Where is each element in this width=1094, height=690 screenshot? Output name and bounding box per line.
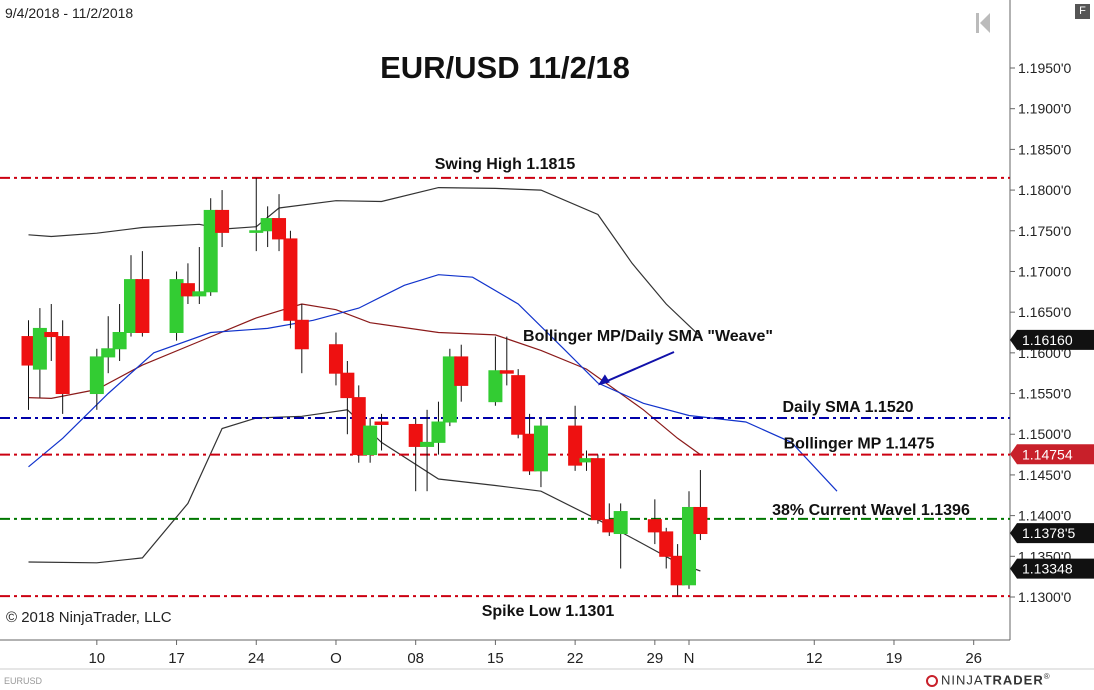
price-markers: 1.16160 1.14754 1.1378'5 1.13348	[1010, 329, 1094, 579]
candle-body	[374, 421, 389, 425]
candle-body	[647, 519, 662, 533]
candle-body	[682, 506, 696, 586]
candle-body	[328, 344, 343, 374]
x-tick-label: 24	[248, 650, 265, 667]
f-button[interactable]: F	[1075, 4, 1090, 19]
level-lines: Swing High 1.1815 Daily SMA 1.1520 Bolling…	[0, 156, 1010, 620]
level-label: Spike Low 1.1301	[482, 603, 615, 620]
candle-body	[283, 238, 298, 321]
x-tick-label: 26	[965, 650, 982, 667]
annotation-label: Bollinger MP/Daily SMA "Weave"	[523, 328, 773, 345]
candle-body	[511, 375, 526, 435]
price-marker-label: 1.16160	[1022, 332, 1073, 348]
level-label: Swing High 1.1815	[435, 156, 576, 173]
axes: 1.1300'01.1350'01.1400'01.1450'01.1500'0…	[0, 0, 1094, 670]
indicator-lines	[28, 186, 838, 572]
x-tick-label: 12	[806, 650, 823, 667]
annotations: Bollinger MP/Daily SMA "Weave"	[523, 328, 773, 386]
candle-body	[659, 531, 674, 557]
y-tick-label: 1.1750'0	[1018, 223, 1071, 239]
annotation-arrowhead	[597, 374, 610, 386]
price-marker	[1010, 444, 1094, 465]
candle-body	[112, 332, 127, 350]
candle-body	[294, 319, 309, 350]
level-label: Bollinger MP 1.1475	[784, 436, 935, 453]
candle-body	[180, 283, 195, 297]
candle-body	[272, 218, 287, 240]
brand-logo: NINJATRADER®	[926, 672, 1051, 688]
candle-body	[89, 356, 104, 395]
symbol-label: EURUSD	[4, 676, 43, 686]
candle-body	[442, 356, 457, 423]
candle-body	[568, 425, 583, 466]
candle-body	[420, 441, 435, 447]
candle-body	[192, 291, 207, 297]
candle-body	[454, 356, 469, 386]
y-tick-label: 1.1300'0	[1018, 589, 1071, 605]
candle-body	[590, 458, 605, 521]
y-tick-label: 1.1700'0	[1018, 263, 1071, 279]
y-tick-label: 1.1650'0	[1018, 304, 1071, 320]
candle-body	[340, 372, 355, 399]
date-range: 9/4/2018 - 11/2/2018	[5, 5, 134, 21]
y-tick-label: 1.1550'0	[1018, 386, 1071, 402]
price-marker-label: 1.1378'5	[1022, 525, 1075, 541]
annotation-arrow	[603, 351, 675, 384]
candle-body	[408, 423, 423, 447]
price-marker-label: 1.14754	[1022, 446, 1073, 462]
candle-body	[55, 336, 70, 395]
ninjatrader-logo-icon	[926, 675, 938, 688]
candle-body	[363, 425, 378, 456]
x-tick-label: N	[684, 650, 695, 667]
candle-body	[135, 279, 150, 334]
price-marker	[1010, 523, 1094, 544]
candle-body	[693, 506, 708, 535]
price-marker-label: 1.13348	[1022, 561, 1073, 577]
x-tick-label: 08	[407, 650, 424, 667]
y-tick-label: 1.1950'0	[1018, 60, 1071, 76]
y-tick-label: 1.1400'0	[1018, 508, 1071, 524]
level-label: Daily SMA 1.1520	[782, 399, 913, 416]
candle-body	[533, 425, 548, 472]
x-tick-label: O	[330, 650, 342, 667]
x-tick-label: 19	[886, 650, 903, 667]
candle-body	[431, 421, 446, 443]
x-tick-label: 10	[88, 650, 105, 667]
price-marker	[1010, 329, 1094, 350]
x-tick-label: 15	[487, 650, 504, 667]
price-marker	[1010, 558, 1094, 579]
jump-to-start-icon[interactable]	[973, 10, 993, 36]
indicator-line	[28, 303, 701, 456]
candles	[21, 177, 708, 596]
candle-body	[613, 511, 628, 535]
candle-body	[169, 279, 184, 334]
candle-body	[499, 370, 514, 374]
candle-body	[488, 370, 503, 403]
indicator-line	[28, 274, 838, 492]
y-tick-label: 1.1450'0	[1018, 467, 1071, 483]
copyright: © 2018 NinjaTrader, LLC	[6, 609, 172, 626]
level-label: 38% Current Wavel 1.1396	[772, 502, 970, 519]
candle-body	[203, 209, 218, 293]
brand-prefix: NINJA	[941, 672, 984, 688]
y-tick-label: 1.1500'0	[1018, 426, 1071, 442]
x-tick-label: 22	[567, 650, 584, 667]
y-tick-label: 1.1850'0	[1018, 141, 1071, 157]
candle-body	[101, 348, 116, 358]
candle-body	[215, 209, 230, 233]
y-tick-label: 1.1900'0	[1018, 101, 1071, 117]
brand-mark: ®	[1043, 672, 1051, 681]
chart-title: EUR/USD 11/2/18	[380, 50, 630, 85]
x-tick-label: 17	[168, 650, 185, 667]
candle-body	[249, 230, 264, 233]
candle-body	[44, 332, 59, 338]
indicator-line	[28, 186, 701, 338]
brand-suffix: TRADER	[983, 672, 1044, 688]
y-tick-label: 1.1800'0	[1018, 182, 1071, 198]
x-tick-label: 29	[646, 650, 663, 667]
candle-body	[32, 327, 47, 370]
